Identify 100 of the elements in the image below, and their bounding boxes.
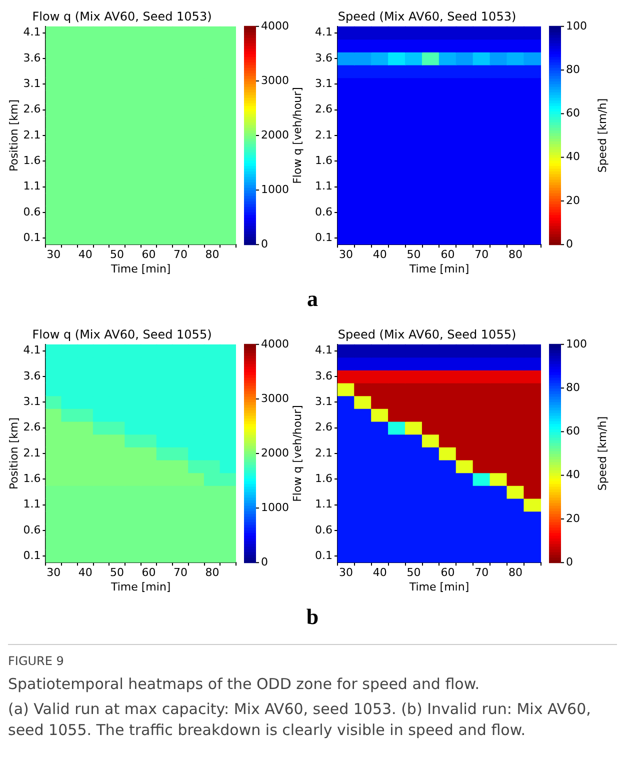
y-tick-label: 3.1 <box>23 395 41 408</box>
x-tick-label: 60 <box>440 248 455 262</box>
color-bar-label: 3000 <box>261 74 289 87</box>
y-tick-label: 2.6 <box>314 420 332 434</box>
color-bar-label: 2000 <box>261 128 289 142</box>
y-tick-label: 0.6 <box>314 523 332 536</box>
x-tick-label: 30 <box>338 566 353 580</box>
chart-title: Flow q (Mix AV60, Seed 1053) <box>32 9 212 24</box>
y-tick-label: 3.6 <box>23 369 41 382</box>
x-tick-label: 30 <box>46 566 61 580</box>
y-tick-label: 2.1 <box>23 128 41 142</box>
color-bar-title: Flow q [veh/hour] <box>290 87 304 184</box>
y-tick-label: 3.1 <box>314 395 332 408</box>
y-tick-label: 4.1 <box>314 26 332 39</box>
color-bar-label: 1000 <box>261 500 289 514</box>
color-bar-label: 100 <box>566 337 587 350</box>
x-tick-label: 70 <box>173 248 188 262</box>
caption: FIGURE 9 <box>8 644 617 670</box>
color-bar-label: 4000 <box>261 19 289 32</box>
y-tick-label: 2.1 <box>314 128 332 142</box>
color-bar-label: 0 <box>261 555 268 568</box>
color-bar-title: Flow q [veh/hour] <box>290 405 304 502</box>
y-tick-label: 2.1 <box>23 446 41 460</box>
y-tick-label: 1.1 <box>23 180 41 193</box>
y-tick-label: 4.1 <box>23 26 41 39</box>
x-axis-title: Time [min] <box>110 580 171 594</box>
color-bar-label: 20 <box>566 194 580 207</box>
color-bar-label: 2000 <box>261 446 289 460</box>
x-axis-title: Time [min] <box>110 262 171 276</box>
x-tick-label: 80 <box>508 248 523 262</box>
y-tick-label: 2.6 <box>23 420 41 434</box>
y-tick-label: 2.6 <box>314 102 332 116</box>
x-tick-label: 50 <box>406 566 421 580</box>
color-bar-label: 80 <box>566 380 580 394</box>
y-tick-label: 3.1 <box>314 77 332 90</box>
color-bar-label: 4000 <box>261 337 289 350</box>
color-bar-label: 1000 <box>261 182 289 196</box>
x-tick-label: 40 <box>372 566 387 580</box>
y-axis-title: Position [km] <box>7 418 20 490</box>
color-bar-label: 60 <box>566 106 580 120</box>
y-tick-label: 1.1 <box>314 498 332 511</box>
color-bar-label: 3000 <box>261 392 289 405</box>
x-tick-label: 80 <box>508 566 523 580</box>
x-tick-label: 60 <box>142 566 156 580</box>
y-tick-label: 4.1 <box>23 344 41 357</box>
x-tick-label: 40 <box>78 566 92 580</box>
chart-title: Speed (Mix AV60, Seed 1053) <box>338 9 516 24</box>
y-tick-label: 1.6 <box>23 472 41 486</box>
y-tick-label: 3.6 <box>314 369 332 382</box>
color-bar-label: 0 <box>566 237 573 250</box>
x-tick-label: 70 <box>474 248 489 262</box>
y-tick-label: 0.6 <box>23 523 41 536</box>
y-tick-label: 1.6 <box>23 154 41 168</box>
y-tick-label: 0.6 <box>314 205 332 218</box>
x-axis-title: Time [min] <box>408 262 470 276</box>
text: a <box>306 286 319 312</box>
y-tick-label: 4.1 <box>314 344 332 357</box>
y-tick-label: 1.6 <box>314 154 332 168</box>
chart-title: Flow q (Mix AV60, Seed 1055) <box>32 327 212 342</box>
y-tick-label: 0.1 <box>23 549 41 562</box>
color-bar-label: 80 <box>566 62 580 76</box>
x-tick-label: 50 <box>406 248 421 262</box>
y-tick-label: 1.1 <box>23 498 41 511</box>
text: Spatiotemporal heatmaps of the ODD zone for speed and flow. <box>8 674 480 695</box>
x-tick-label: 60 <box>440 566 455 580</box>
x-tick-label: 50 <box>110 248 124 262</box>
x-tick-label: 40 <box>78 248 92 262</box>
y-tick-label: 0.1 <box>23 231 41 244</box>
color-bar-label: 20 <box>566 512 580 525</box>
x-tick-label: 60 <box>142 248 156 262</box>
y-tick-label: 3.6 <box>314 51 332 64</box>
x-tick-label: 50 <box>110 566 124 580</box>
y-tick-label: 1.1 <box>314 180 332 193</box>
color-bar-label: 40 <box>566 150 580 164</box>
x-tick-label: 40 <box>372 248 387 262</box>
x-tick-label: 80 <box>205 248 220 262</box>
y-tick-label: 2.6 <box>23 102 41 116</box>
text: (a) Valid run at max capacity: Mix AV60, seed 1053. (b) Invalid run: Mix AV60, seed 1055. The traffic breakdown is clearly visible in speed and flow. <box>8 698 592 741</box>
x-tick-label: 80 <box>205 566 220 580</box>
y-tick-label: 3.6 <box>23 51 41 64</box>
text: b <box>305 604 320 630</box>
x-axis-title: Time [min] <box>408 580 470 594</box>
color-bar-label: 60 <box>566 424 580 438</box>
y-tick-label: 2.1 <box>314 446 332 460</box>
y-tick-label: 0.1 <box>314 231 332 244</box>
color-bar-label: 40 <box>566 468 580 482</box>
y-tick-label: 0.6 <box>23 205 41 218</box>
color-bar-label: 100 <box>566 19 587 32</box>
color-bar-title: Speed [km/h] <box>596 416 609 491</box>
color-bar-label: 0 <box>261 237 268 250</box>
y-tick-label: 3.1 <box>23 77 41 90</box>
y-tick-label: 1.6 <box>314 472 332 486</box>
y-tick-label: 0.1 <box>314 549 332 562</box>
x-tick-label: 70 <box>474 566 489 580</box>
color-bar-label: 0 <box>566 555 573 568</box>
color-bar-title: Speed [km/h] <box>596 98 609 173</box>
x-tick-label: 30 <box>338 248 353 262</box>
chart-title: Speed (Mix AV60, Seed 1055) <box>338 327 516 342</box>
x-tick-label: 70 <box>173 566 188 580</box>
x-tick-label: 30 <box>46 248 61 262</box>
